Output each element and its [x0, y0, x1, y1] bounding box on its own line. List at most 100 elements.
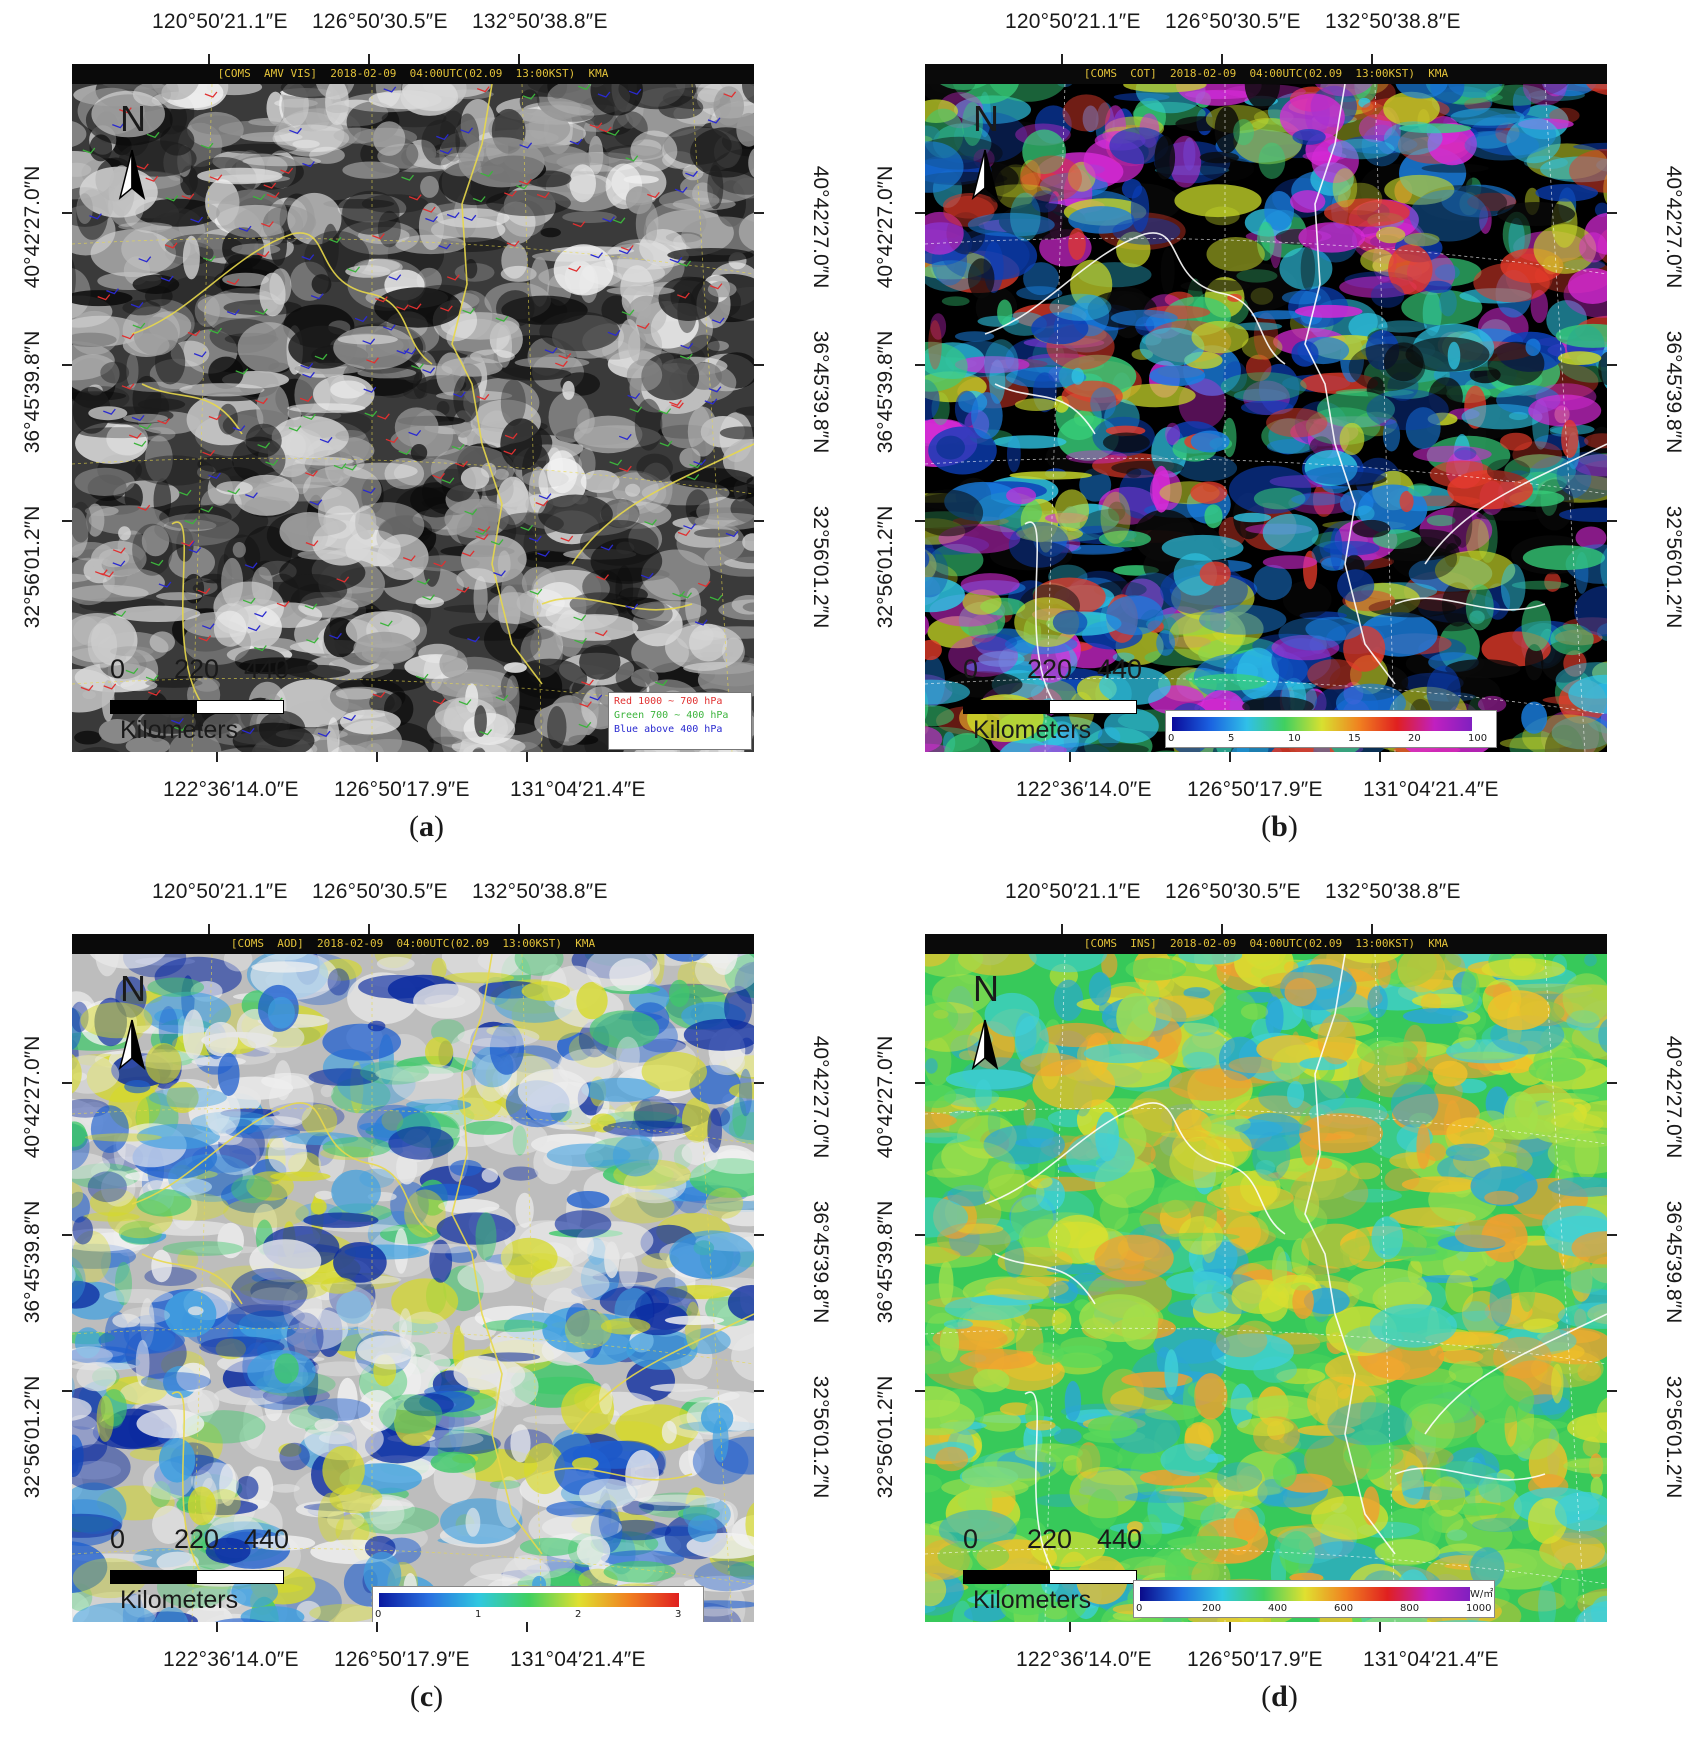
right-lat-label: 32°56′01.2″N: [809, 505, 832, 629]
bottom-lon-label: 126°50′17.9″E: [334, 778, 470, 801]
lon-tick: [376, 1622, 378, 1632]
lat-tick: [754, 364, 764, 366]
scale-bar: 0 220 440 Kilometers: [963, 1524, 1153, 1614]
colorbar-tick: 600: [1334, 1603, 1354, 1614]
north-letter: N: [973, 98, 999, 139]
colorbar: 0 1 2 3: [372, 1586, 704, 1622]
left-lat-label: 36°45′39.8″N: [21, 330, 44, 454]
lat-tick: [1607, 1234, 1617, 1236]
lat-tick: [915, 1390, 925, 1392]
lat-tick: [1607, 1082, 1617, 1084]
map-header: [COMS AOD] 2018-02-09 04:00UTC(02.09 13:…: [72, 934, 754, 954]
right-lat-label: 36°45′39.8″N: [1662, 1200, 1685, 1324]
colorbar-tick: 400: [1268, 1603, 1288, 1614]
scale-bar-graphic: [963, 700, 1137, 714]
scale-unit: Kilometers: [973, 716, 1092, 744]
map-panel-a: 120°50′21.1″E 126°50′30.5″E 132°50′38.8″E 1…: [0, 0, 853, 870]
top-lon-label: 132°50′38.8″E: [472, 880, 608, 903]
lon-tick: [368, 924, 370, 934]
left-lat-label: 36°45′39.8″N: [21, 1200, 44, 1324]
top-lon-label: 120°50′21.1″E: [1005, 880, 1141, 903]
lat-tick: [1607, 212, 1617, 214]
lon-tick: [1069, 752, 1071, 762]
left-lat-label: 32°56′01.2″N: [21, 505, 44, 629]
satellite-image: [925, 954, 1607, 1622]
colorbar-tick: 5: [1228, 733, 1235, 744]
north-arrow-icon: [118, 1019, 146, 1071]
satellite-map: [COMS COT] 2018-02-09 04:00UTC(02.09 13:…: [925, 64, 1607, 752]
lon-tick: [368, 54, 370, 64]
lat-tick: [915, 1082, 925, 1084]
lon-tick: [208, 54, 210, 64]
top-lon-label: 126°50′30.5″E: [1165, 880, 1301, 903]
legend-entry: Green 700 ~ 400 hPa: [614, 710, 729, 721]
lon-tick: [1221, 54, 1223, 64]
right-lat-label: 32°56′01.2″N: [1662, 505, 1685, 629]
top-lon-label: 126°50′30.5″E: [312, 10, 448, 33]
lon-tick: [1061, 54, 1063, 64]
lat-tick: [62, 1082, 72, 1084]
left-lat-label: 36°45′39.8″N: [874, 1200, 897, 1324]
top-lon-label: 120°50′21.1″E: [152, 880, 288, 903]
lat-tick: [754, 212, 764, 214]
scale-zero: 0: [963, 654, 979, 684]
top-lon-label: 120°50′21.1″E: [1005, 10, 1141, 33]
lat-tick: [62, 520, 72, 522]
scale-unit: Kilometers: [973, 1586, 1092, 1614]
scale-max: 440: [1097, 654, 1143, 684]
right-lat-label: 36°45′39.8″N: [1662, 330, 1685, 454]
colorbar-tick: 2: [575, 1609, 582, 1620]
top-lon-label: 120°50′21.1″E: [152, 10, 288, 33]
map-panel-b: 120°50′21.1″E 126°50′30.5″E 132°50′38.8″E 1…: [853, 0, 1706, 870]
lat-tick: [915, 520, 925, 522]
bottom-lon-label: 126°50′17.9″E: [1187, 778, 1323, 801]
map-header: [COMS INS] 2018-02-09 04:00UTC(02.09 13:…: [925, 934, 1607, 954]
colorbar-tick: 10: [1288, 733, 1301, 744]
lat-tick: [62, 364, 72, 366]
map-header: [COMS AMV VIS] 2018-02-09 04:00UTC(02.09…: [72, 64, 754, 84]
legend-entry: Blue above 400 hPa: [614, 724, 723, 735]
bottom-lon-label: 131°04′21.4″E: [510, 778, 646, 801]
colorbar-tick: 0: [1136, 1603, 1143, 1614]
satellite-image: [72, 954, 754, 1622]
top-lon-label: 132°50′38.8″E: [1325, 880, 1461, 903]
panel-caption: (d): [1261, 1680, 1298, 1713]
colorbar-tick: 20: [1408, 733, 1421, 744]
legend-entry: Red 1000 ~ 700 hPa: [614, 696, 723, 707]
colorbar-tick: 1: [475, 1609, 482, 1620]
lat-tick: [915, 1234, 925, 1236]
panel-caption: (b): [1261, 810, 1298, 843]
lon-tick: [526, 752, 528, 762]
satellite-map: [COMS INS] 2018-02-09 04:00UTC(02.09 13:…: [925, 934, 1607, 1622]
colorbar-tick: 0: [1168, 733, 1175, 744]
scale-mid: 220: [174, 1524, 220, 1554]
scale-mid: 220: [1027, 1524, 1073, 1554]
lon-tick: [1371, 924, 1373, 934]
lon-tick: [1379, 752, 1381, 762]
map-panel-c: 120°50′21.1″E 126°50′30.5″E 132°50′38.8″E 1…: [0, 870, 853, 1740]
top-lon-label: 126°50′30.5″E: [312, 880, 448, 903]
left-lat-label: 36°45′39.8″N: [874, 330, 897, 454]
bottom-lon-label: 122°36′14.0″E: [163, 1648, 299, 1671]
lat-tick: [1607, 364, 1617, 366]
north-arrow: N: [963, 968, 1023, 1078]
bottom-lon-label: 122°36′14.0″E: [1016, 1648, 1152, 1671]
scale-zero: 0: [110, 654, 126, 684]
scale-max: 440: [244, 1524, 290, 1554]
colorbar-gradient: [379, 1593, 679, 1607]
right-lat-label: 32°56′01.2″N: [1662, 1375, 1685, 1499]
lon-tick: [526, 1622, 528, 1632]
map-header: [COMS COT] 2018-02-09 04:00UTC(02.09 13:…: [925, 64, 1607, 84]
lat-tick: [754, 1390, 764, 1392]
amv-legend: Red 1000 ~ 700 hPa Green 700 ~ 400 hPa Blu…: [608, 692, 752, 750]
bottom-lon-label: 126°50′17.9″E: [334, 1648, 470, 1671]
lon-tick: [1229, 752, 1231, 762]
north-arrow-icon: [118, 149, 146, 201]
north-arrow: N: [110, 968, 170, 1078]
bottom-lon-label: 126°50′17.9″E: [1187, 1648, 1323, 1671]
left-lat-label: 32°56′01.2″N: [874, 505, 897, 629]
scale-mid: 220: [174, 654, 220, 684]
lon-tick: [376, 752, 378, 762]
colorbar-tick: 3: [675, 1609, 682, 1620]
lon-tick: [1229, 1622, 1231, 1632]
